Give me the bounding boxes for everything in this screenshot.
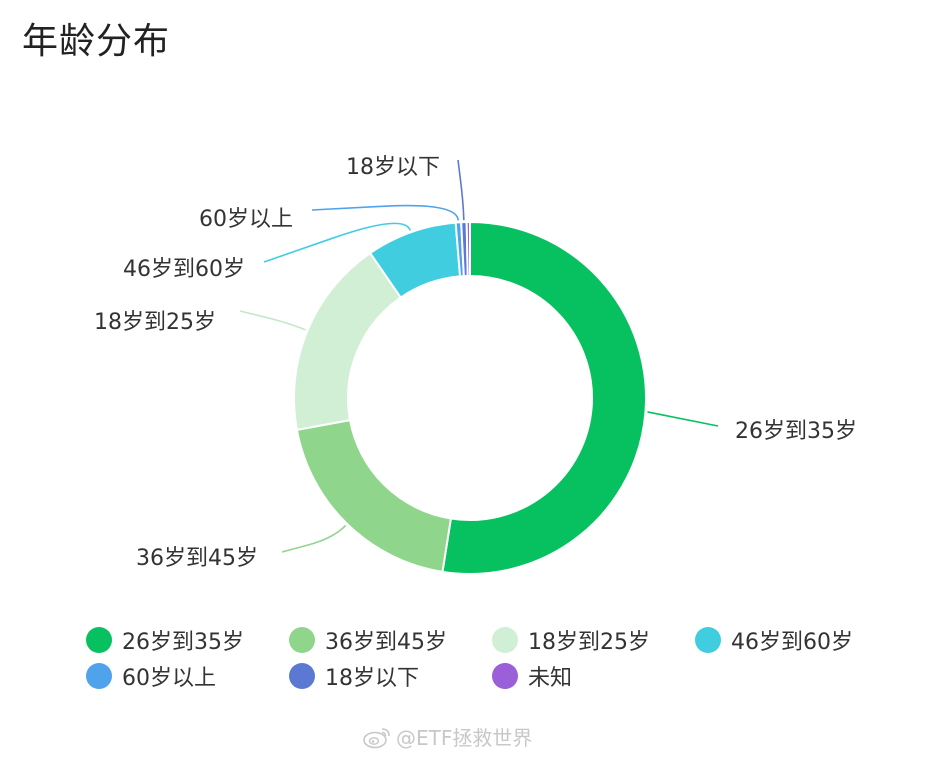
- donut-slice[interactable]: [293, 251, 403, 432]
- legend-dot-icon: [289, 663, 315, 689]
- legend-label: 26岁到35岁: [122, 630, 244, 655]
- slice-label: 18岁以下: [346, 155, 440, 180]
- legend-label: 未知: [528, 666, 573, 691]
- legend-label: 18岁到25岁: [528, 630, 650, 655]
- donut-chart: 26岁到35岁 36岁到45岁 18岁到25岁 46岁到60岁 60岁以上 18岁以下: [94, 155, 857, 575]
- legend-item[interactable]: 18岁到25岁: [492, 625, 695, 655]
- label-leader-line: [311, 204, 460, 221]
- legend-item[interactable]: 未知: [492, 661, 695, 691]
- label-leader-line: [647, 411, 719, 427]
- slice-label: 26岁到35岁: [735, 419, 857, 444]
- donut-slice[interactable]: [441, 220, 647, 575]
- legend-item[interactable]: 26岁到35岁: [86, 625, 289, 655]
- slice-label: 18岁到25岁: [94, 310, 216, 335]
- donut-slice[interactable]: [465, 220, 471, 278]
- label-leader-line: [281, 524, 347, 553]
- legend-dot-icon: [86, 663, 112, 689]
- legend-dot-icon: [289, 627, 315, 653]
- legend-label: 46岁到60岁: [731, 630, 853, 655]
- legend-dot-icon: [86, 627, 112, 653]
- legend: 26岁到35岁 36岁到45岁 18岁到25岁 46岁到60岁 60岁以上 18…: [86, 625, 906, 691]
- slice-labels: 26岁到35岁 36岁到45岁 18岁到25岁 46岁到60岁 60岁以上 18岁以下: [94, 155, 857, 571]
- label-leader-lines: [239, 159, 719, 553]
- chart-title: 年龄分布: [22, 21, 171, 62]
- donut-slices: [293, 220, 647, 575]
- slice-label: 46岁到60岁: [123, 257, 245, 282]
- legend-item[interactable]: 60岁以上: [86, 661, 289, 691]
- watermark-text: @ETF拯救世界: [396, 726, 533, 750]
- donut-slice[interactable]: [295, 418, 453, 573]
- label-leader-line: [263, 222, 411, 263]
- legend-dot-icon: [695, 627, 721, 653]
- legend-label: 60岁以上: [122, 666, 216, 691]
- legend-item[interactable]: 46岁到60岁: [695, 625, 898, 655]
- legend-label: 36岁到45岁: [325, 630, 447, 655]
- watermark: @ETF拯救世界: [362, 722, 532, 751]
- legend-dot-icon: [492, 627, 518, 653]
- weibo-icon: [363, 727, 390, 748]
- label-leader-line: [457, 159, 465, 221]
- label-leader-line: [239, 310, 306, 331]
- slice-label: 36岁到45岁: [136, 546, 258, 571]
- legend-dot-icon: [492, 663, 518, 689]
- legend-item[interactable]: 36岁到45岁: [289, 625, 492, 655]
- legend-item[interactable]: 18岁以下: [289, 661, 492, 691]
- slice-label: 60岁以上: [199, 207, 293, 232]
- legend-label: 18岁以下: [325, 666, 419, 691]
